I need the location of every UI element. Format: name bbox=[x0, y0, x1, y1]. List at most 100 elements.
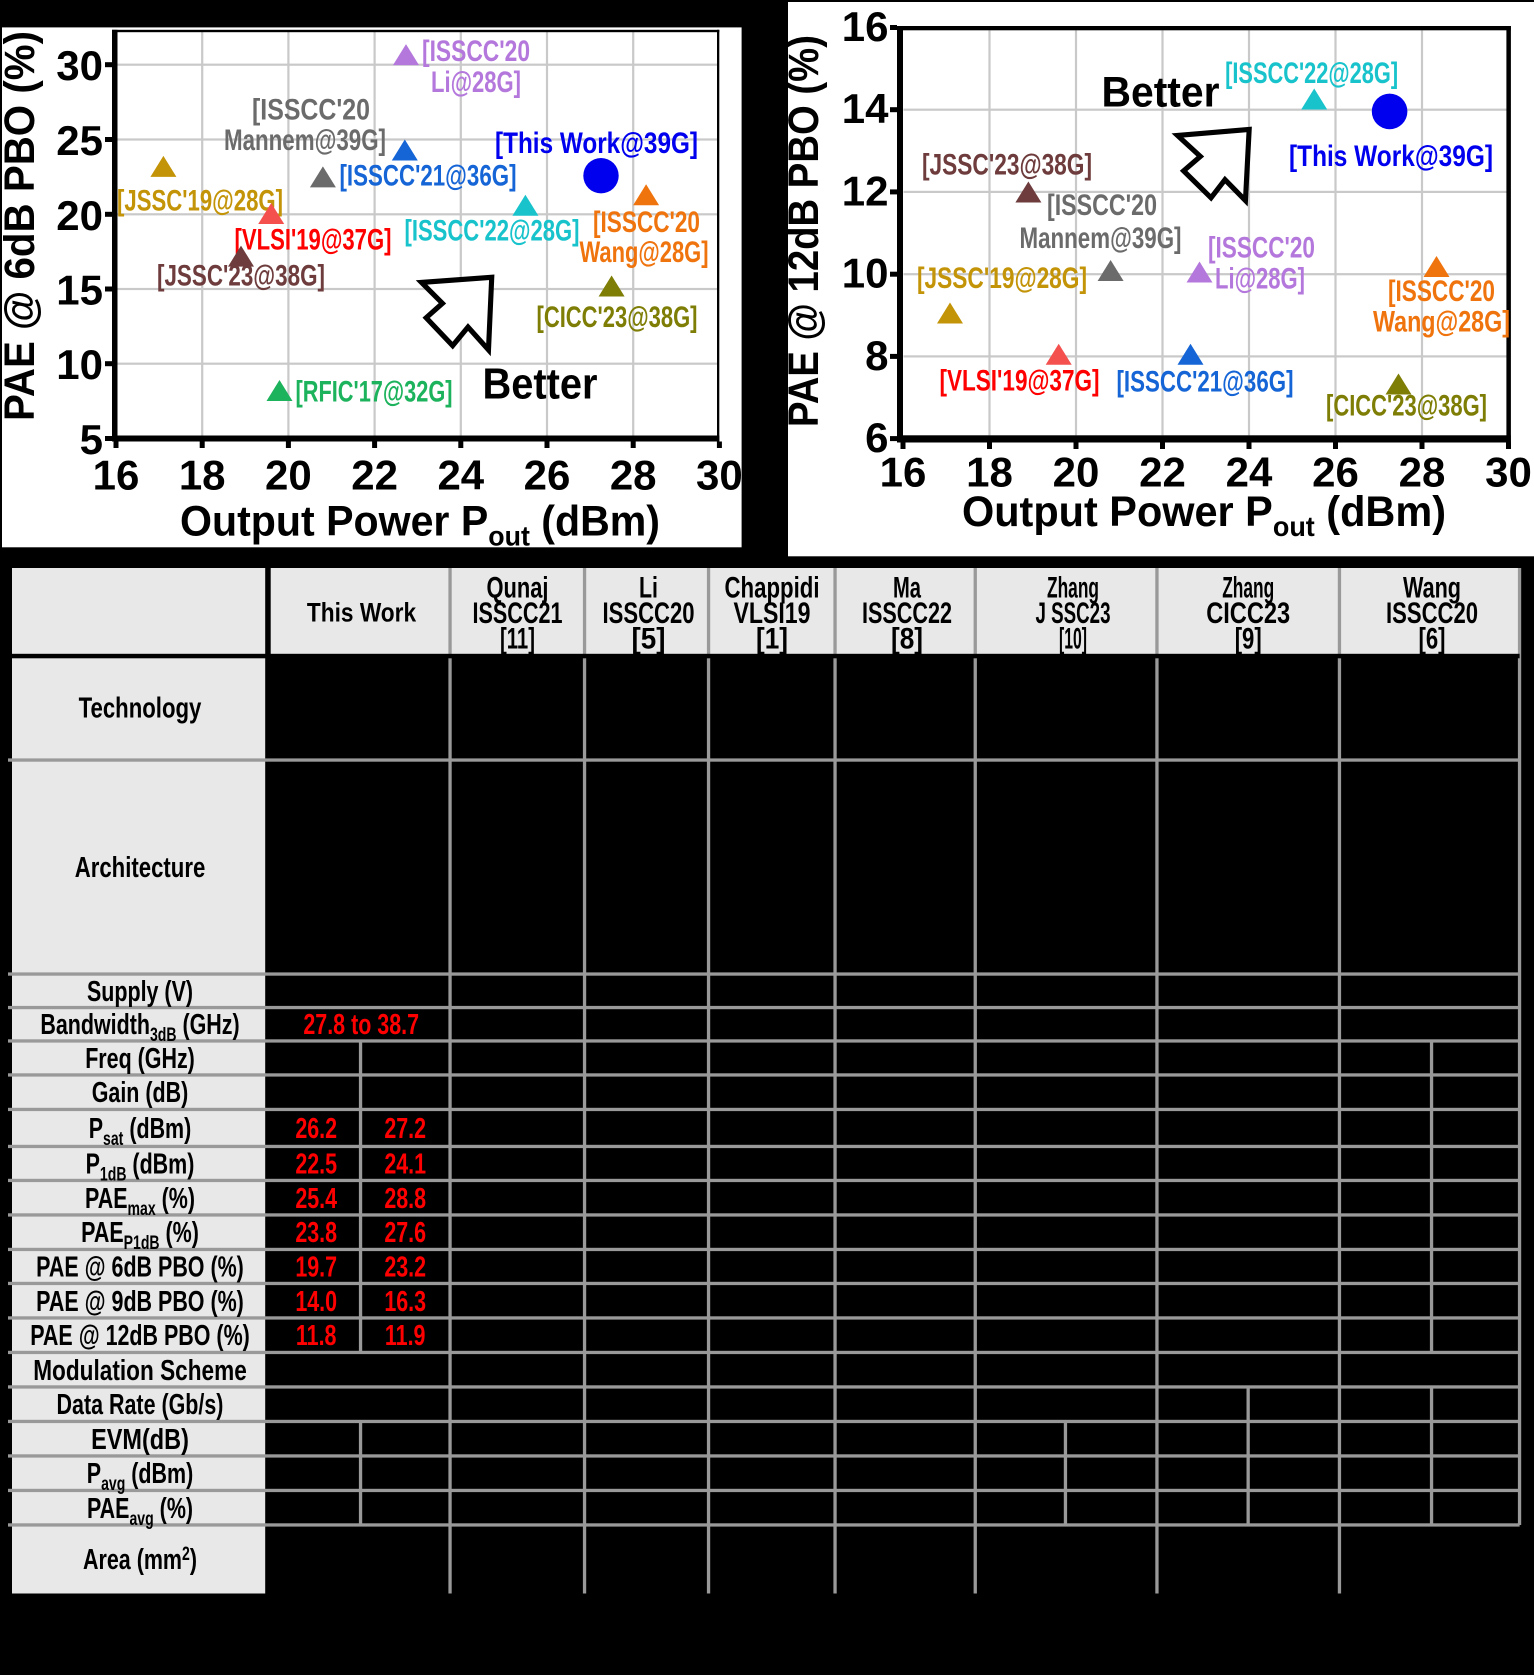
svg-text:PAE @ 9dB PBO (%): PAE @ 9dB PBO (%) bbox=[36, 1286, 244, 1318]
svg-text:PAE @ 12dB PBO (%): PAE @ 12dB PBO (%) bbox=[30, 1320, 250, 1352]
svg-text:Gain (dB): Gain (dB) bbox=[92, 1077, 189, 1109]
svg-text:Chappidi: Chappidi bbox=[725, 572, 820, 605]
svg-text:Pavg​ (dBm): Pavg​ (dBm) bbox=[87, 1458, 193, 1495]
svg-text:18: 18 bbox=[179, 452, 226, 499]
svg-text:ISSCC20: ISSCC20 bbox=[1386, 597, 1478, 630]
svg-text:Mannem@39G]: Mannem@39G] bbox=[1020, 222, 1182, 255]
svg-text:Wang@28G]: Wang@28G] bbox=[580, 236, 709, 269]
svg-text:[ISSCC'20: [ISSCC'20 bbox=[1208, 232, 1315, 265]
svg-text:[VLSI'19@37G]: [VLSI'19@37G] bbox=[235, 224, 392, 257]
svg-text:[This Work@39G]: [This Work@39G] bbox=[495, 127, 698, 160]
svg-text:Better: Better bbox=[483, 360, 598, 409]
svg-text:25.4: 25.4 bbox=[295, 1183, 337, 1215]
svg-text:VLSI19: VLSI19 bbox=[734, 597, 811, 630]
svg-text:CICC23: CICC23 bbox=[1206, 597, 1290, 630]
svg-text:20: 20 bbox=[56, 192, 103, 239]
svg-text:ISSCC20: ISSCC20 bbox=[603, 597, 695, 630]
svg-text:25: 25 bbox=[56, 117, 103, 164]
svg-text:[ISSCC'20: [ISSCC'20 bbox=[252, 94, 370, 127]
svg-text:Better: Better bbox=[1102, 69, 1220, 117]
svg-text:Li: Li bbox=[639, 572, 658, 605]
svg-text:ISSCC21: ISSCC21 bbox=[473, 597, 563, 630]
svg-text:Output Power Pout​ (dBm): Output Power Pout​ (dBm) bbox=[180, 498, 660, 552]
svg-text:EVM(dB): EVM(dB) bbox=[91, 1422, 189, 1455]
svg-text:Supply (V): Supply (V) bbox=[87, 976, 193, 1008]
svg-text:22: 22 bbox=[1139, 449, 1186, 496]
svg-text:26.2: 26.2 bbox=[295, 1113, 337, 1145]
svg-text:24.1: 24.1 bbox=[384, 1148, 426, 1180]
svg-text:P1dB​ (dBm): P1dB​ (dBm) bbox=[86, 1148, 195, 1185]
svg-text:PAE @ 6dB PBO (%): PAE @ 6dB PBO (%) bbox=[36, 1251, 244, 1283]
svg-text:[10]: [10] bbox=[1059, 623, 1087, 656]
svg-text:Li@28G]: Li@28G] bbox=[1215, 263, 1305, 296]
svg-text:[ISSCC'22@28G]: [ISSCC'22@28G] bbox=[405, 215, 580, 248]
svg-text:30: 30 bbox=[696, 452, 743, 499]
svg-text:This Work: This Work bbox=[307, 598, 416, 628]
svg-text:Technology: Technology bbox=[79, 693, 202, 724]
svg-text:16: 16 bbox=[880, 449, 927, 496]
svg-text:11.9: 11.9 bbox=[385, 1320, 426, 1352]
svg-text:PAEP1dB​ (%): PAEP1dB​ (%) bbox=[81, 1217, 199, 1254]
svg-text:Output Power Pout​ (dBm): Output Power Pout​ (dBm) bbox=[962, 488, 1446, 542]
svg-text:12: 12 bbox=[842, 167, 889, 214]
svg-text:[JSSC'19@28G]: [JSSC'19@28G] bbox=[117, 185, 283, 218]
svg-text:Li@28G]: Li@28G] bbox=[431, 66, 521, 99]
svg-text:Data Rate (Gb/s): Data Rate (Gb/s) bbox=[57, 1389, 224, 1421]
svg-text:8: 8 bbox=[865, 332, 888, 379]
svg-text:[JSSC'19@28G]: [JSSC'19@28G] bbox=[917, 262, 1087, 295]
svg-text:[11]: [11] bbox=[500, 623, 535, 656]
svg-text:PAEmax​ (%): PAEmax​ (%) bbox=[85, 1183, 195, 1220]
svg-text:30: 30 bbox=[1485, 449, 1532, 496]
svg-text:11.8: 11.8 bbox=[296, 1320, 337, 1352]
svg-text:[ISSCC'21@36G]: [ISSCC'21@36G] bbox=[1117, 366, 1294, 399]
svg-text:16: 16 bbox=[842, 3, 889, 50]
svg-text:[RFIC'17@32G]: [RFIC'17@32G] bbox=[296, 376, 453, 409]
svg-text:[6]: [6] bbox=[1419, 623, 1446, 656]
svg-text:Psat​ (dBm): Psat​ (dBm) bbox=[89, 1113, 192, 1150]
svg-text:ISSCC22: ISSCC22 bbox=[862, 597, 952, 630]
svg-text:19.7: 19.7 bbox=[295, 1251, 337, 1283]
svg-text:20: 20 bbox=[1053, 449, 1100, 496]
svg-text:20: 20 bbox=[265, 452, 312, 499]
svg-text:[8]: [8] bbox=[891, 623, 923, 656]
svg-text:Bandwidth3dB​ (GHz): Bandwidth3dB​ (GHz) bbox=[40, 1009, 239, 1046]
svg-text:27.2: 27.2 bbox=[384, 1113, 426, 1145]
svg-text:[CICC'23@38G]: [CICC'23@38G] bbox=[537, 301, 698, 334]
svg-text:Wang@28G]: Wang@28G] bbox=[1373, 306, 1510, 339]
svg-text:Freq (GHz): Freq (GHz) bbox=[85, 1043, 195, 1075]
svg-text:Zhang: Zhang bbox=[1222, 572, 1274, 605]
svg-text:[VLSI'19@37G]: [VLSI'19@37G] bbox=[940, 365, 1100, 398]
svg-text:Zhang: Zhang bbox=[1047, 572, 1099, 605]
svg-text:30: 30 bbox=[56, 42, 103, 89]
svg-text:Qunaj: Qunaj bbox=[487, 572, 549, 605]
svg-text:[ISSCC'20: [ISSCC'20 bbox=[593, 206, 700, 239]
svg-text:22.5: 22.5 bbox=[295, 1148, 337, 1180]
svg-text:27.8 to 38.7: 27.8 to 38.7 bbox=[303, 1009, 419, 1041]
svg-text:J SSC23: J SSC23 bbox=[1036, 597, 1111, 630]
svg-text:16: 16 bbox=[93, 452, 140, 499]
svg-text:Ma: Ma bbox=[893, 572, 921, 605]
svg-text:28: 28 bbox=[1399, 449, 1446, 496]
svg-text:PAE @ 12dB PBO (%): PAE @ 12dB PBO (%) bbox=[780, 35, 828, 427]
svg-text:[ISSCC'20: [ISSCC'20 bbox=[1047, 189, 1157, 222]
svg-text:Architecture: Architecture bbox=[75, 852, 206, 883]
svg-text:Wang: Wang bbox=[1403, 572, 1461, 605]
svg-text:24: 24 bbox=[1226, 449, 1273, 496]
svg-text:PAEavg​ (%): PAEavg​ (%) bbox=[87, 1493, 193, 1530]
svg-text:14.0: 14.0 bbox=[295, 1286, 337, 1318]
svg-text:[This Work@39G]: [This Work@39G] bbox=[1289, 140, 1493, 173]
svg-text:Mannem@39G]: Mannem@39G] bbox=[224, 124, 386, 157]
svg-text:16.3: 16.3 bbox=[384, 1286, 426, 1318]
svg-text:10: 10 bbox=[56, 341, 103, 388]
svg-text:27.6: 27.6 bbox=[384, 1217, 426, 1249]
svg-text:[ISSCC'21@36G]: [ISSCC'21@36G] bbox=[340, 160, 517, 193]
svg-text:[ISSCC'20: [ISSCC'20 bbox=[422, 35, 530, 68]
svg-text:[ISSCC'22@28G]: [ISSCC'22@28G] bbox=[1225, 57, 1398, 90]
svg-text:10: 10 bbox=[842, 250, 889, 297]
svg-text:PAE @ 6dB PBO (%): PAE @ 6dB PBO (%) bbox=[0, 31, 44, 421]
svg-text:14: 14 bbox=[842, 85, 889, 132]
svg-text:22: 22 bbox=[351, 452, 398, 499]
svg-text:23.2: 23.2 bbox=[384, 1251, 426, 1283]
svg-text:28.8: 28.8 bbox=[384, 1183, 426, 1215]
svg-text:28: 28 bbox=[610, 452, 657, 499]
